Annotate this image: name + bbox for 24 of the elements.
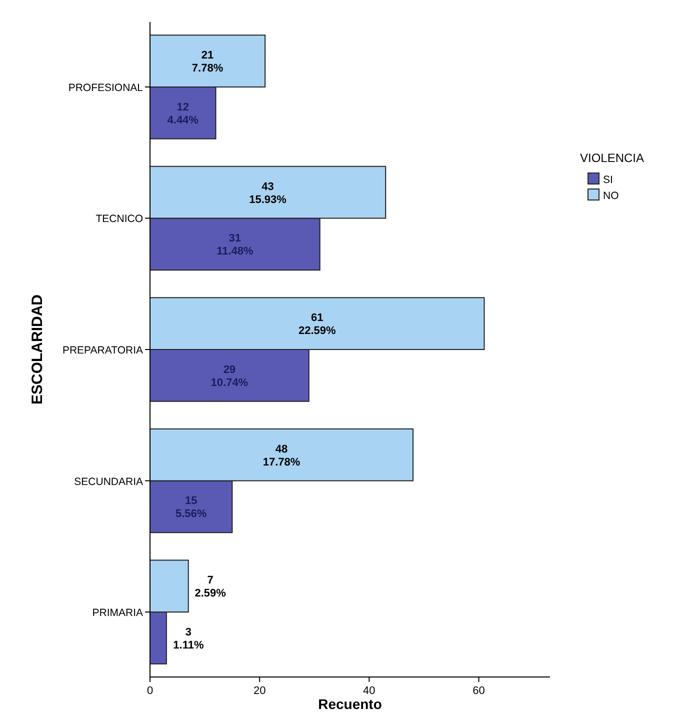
data-label: 15 5.56% (175, 495, 207, 520)
y-tick-label: PRIMARIA (92, 607, 143, 620)
y-tick-label: PREPARATORIA (62, 344, 143, 356)
data-label: 31 11.48% (216, 232, 254, 258)
data-label: 21 7.78% (192, 50, 224, 75)
data-label: 48 17.78% (262, 443, 300, 468)
x-axis-title: Recuento (318, 696, 382, 712)
legend-label: SI (603, 174, 613, 186)
data-label: 43 15.93% (249, 180, 287, 206)
x-tick-label: 20 (253, 685, 266, 697)
legend-title: VIOLENCIA (580, 151, 644, 165)
x-tick-label: 40 (363, 685, 376, 697)
data-label: 3 1.11% (173, 626, 204, 652)
data-label: 61 22.59% (298, 312, 336, 338)
y-tick-label: TECNICO (96, 213, 143, 226)
y-tick-label: PROFESIONAL (68, 82, 144, 94)
data-label: 29 10.74% (210, 364, 248, 389)
legend-label: NO (603, 190, 619, 202)
y-tick-label: SECUNDARIA (74, 476, 143, 488)
y-axis-title: ESCOLARIDAD (29, 294, 46, 405)
data-label: 12 4.44% (167, 101, 199, 126)
data-label: 7 2.59% (194, 574, 226, 600)
x-tick-label: 60 (472, 685, 485, 697)
x-tick-label: 0 (146, 685, 154, 697)
